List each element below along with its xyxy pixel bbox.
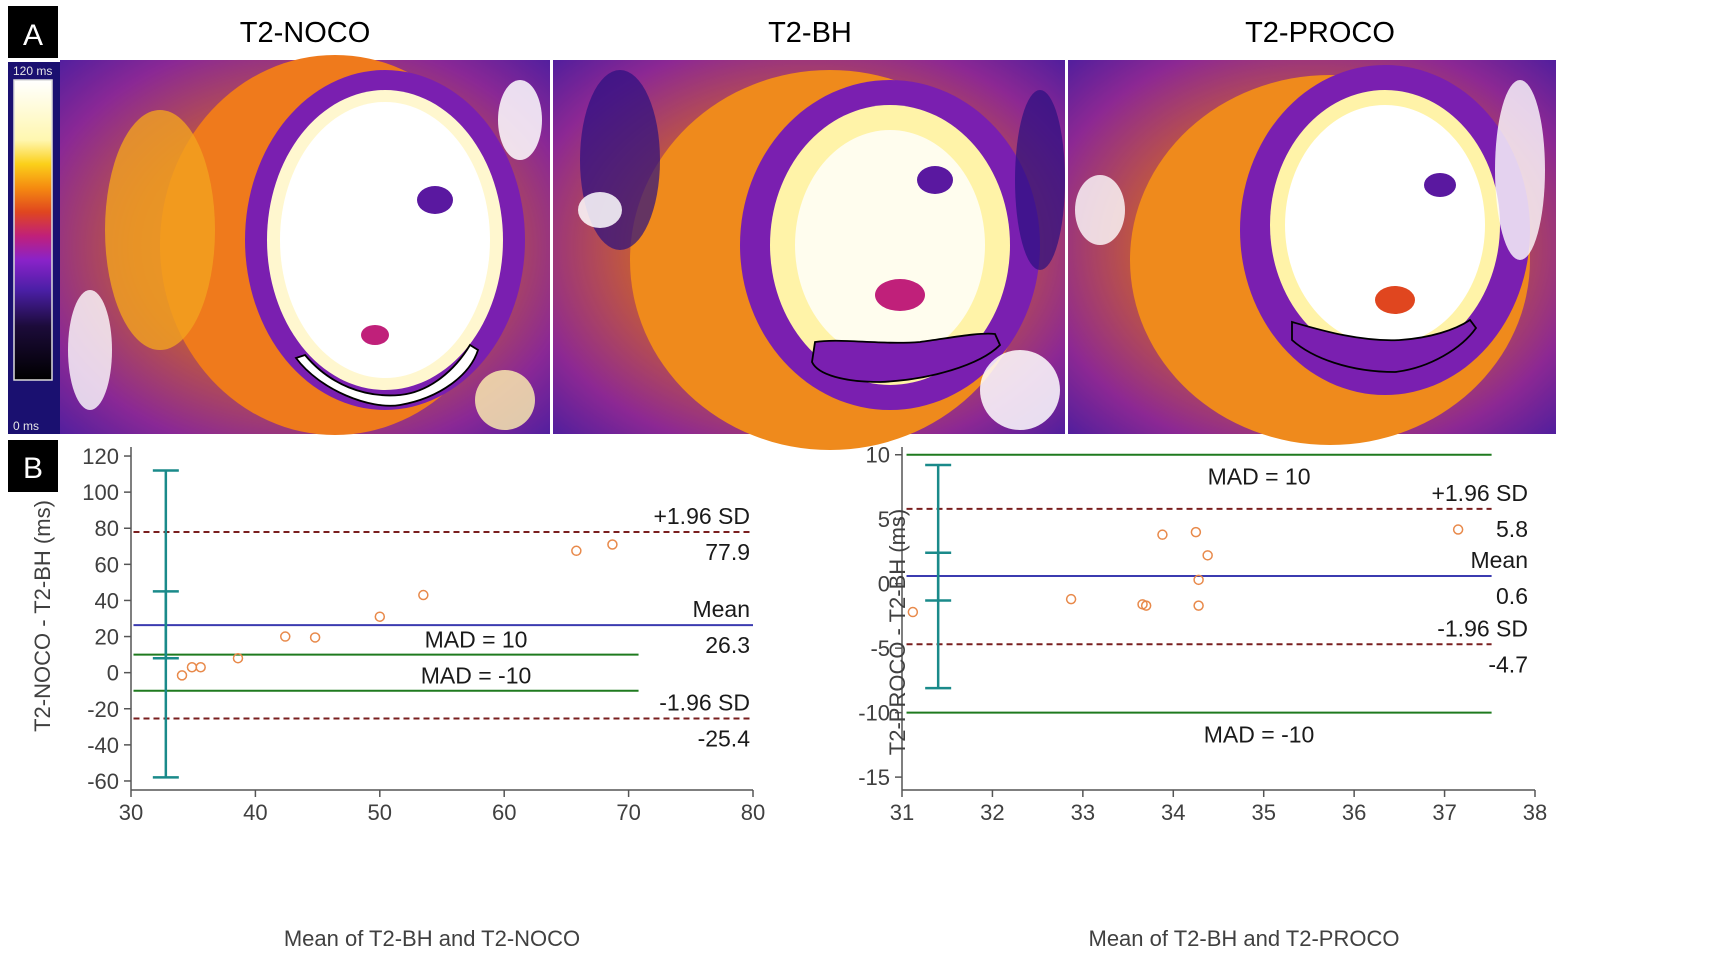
sd-label: -1.96 SD — [659, 690, 750, 716]
x-tick-label: 32 — [980, 800, 1004, 825]
map-title-proco: T2-PROCO — [1245, 17, 1395, 49]
chart2-axes: -15 -10 -5 0 5 10 31 32 33 34 35 36 37 38 — [858, 443, 1547, 825]
y-tick-label: 120 — [82, 444, 119, 469]
panel-label-a-box — [8, 6, 58, 58]
y-tick-label: -60 — [87, 769, 119, 794]
chart2-reference-lines — [906, 453, 1492, 714]
y-tick-label: -10 — [858, 701, 890, 726]
chart2-points — [907, 524, 1464, 618]
y-tick-label: -15 — [858, 765, 890, 790]
chart2-error-bars — [925, 463, 952, 690]
x-tick-label: 30 — [119, 800, 143, 825]
chart1-error-bars — [152, 469, 179, 779]
y-tick-label: 60 — [95, 552, 119, 577]
x-tick-label: 70 — [616, 800, 640, 825]
chart1-x-label: Mean of T2-BH and T2-NOCO — [284, 926, 580, 951]
map-title-noco: T2-NOCO — [240, 17, 371, 49]
sd-value-label: 77.9 — [705, 539, 750, 565]
data-point — [186, 661, 198, 673]
data-point — [176, 670, 188, 681]
mad-label: MAD = -10 — [1204, 722, 1315, 748]
chart1-y-label: T2-NOCO - T2-BH (ms) — [30, 500, 55, 732]
data-point — [280, 631, 291, 642]
chart1-axes: -60 -40 -20 0 20 40 60 80 100 120 30 40 50 60 70 80 — [82, 444, 765, 825]
data-point — [1140, 600, 1152, 611]
y-tick-label: 100 — [82, 480, 119, 505]
data-point — [571, 545, 582, 557]
data-point — [195, 661, 206, 673]
mean-label: Mean — [692, 596, 750, 622]
panel-label-a: A — [23, 19, 43, 52]
t2-map-proco — [1068, 60, 1556, 445]
y-tick-label: 80 — [95, 516, 119, 541]
chart1-points — [176, 539, 618, 681]
mad-label: MAD = 10 — [1208, 464, 1311, 490]
data-point — [309, 632, 321, 643]
data-point — [1452, 524, 1464, 535]
mad-label: MAD = 10 — [425, 627, 528, 653]
data-point — [374, 611, 386, 622]
data-point — [607, 539, 618, 550]
sd-label: -1.96 SD — [1437, 615, 1528, 641]
data-point — [907, 606, 919, 618]
x-tick-label: 40 — [243, 800, 267, 825]
panel-a: A 120 ms 0 ms T2-NOCO T2-BH T2-PROCO — [8, 6, 1556, 450]
data-point — [232, 652, 244, 664]
data-point — [418, 589, 429, 601]
x-tick-label: 31 — [890, 800, 914, 825]
map-title-bh: T2-BH — [768, 17, 852, 49]
chart2-y-label: T2-PROCO - T2-BH (ms) — [885, 509, 910, 755]
y-tick-label: 5 — [878, 507, 890, 532]
y-tick-label: 0 — [107, 661, 119, 686]
y-tick-label: -20 — [87, 697, 119, 722]
x-tick-label: 80 — [741, 800, 765, 825]
sd-value-label: 5.8 — [1496, 516, 1528, 542]
chart2-line-labels: MAD = 10 +1.96 SD 5.8 Mean 0.6 -1.96 SD -4.7 MA… — [1204, 464, 1528, 748]
bland-altman-noco: -60 -40 -20 0 20 40 60 80 100 120 30 40 50 60 70 80 +1.… — [30, 444, 765, 951]
colorbar-min-label: 0 ms — [13, 419, 39, 433]
t2-map-bh — [553, 60, 1065, 450]
t2-map-noco — [60, 55, 550, 435]
mean-value-label: 26.3 — [705, 632, 750, 658]
chart2-x-label: Mean of T2-BH and T2-PROCO — [1089, 926, 1400, 951]
x-tick-label: 50 — [368, 800, 392, 825]
mad-label: MAD = -10 — [421, 663, 532, 689]
y-tick-label: -40 — [87, 733, 119, 758]
data-point — [1065, 593, 1077, 605]
x-tick-label: 38 — [1523, 800, 1547, 825]
data-point — [1193, 574, 1204, 586]
panel-label-b-box — [8, 440, 58, 492]
y-tick-label: 0 — [878, 572, 890, 597]
x-tick-label: 33 — [1071, 800, 1095, 825]
y-tick-label: 10 — [866, 443, 890, 468]
y-tick-label: 40 — [95, 588, 119, 613]
mean-label: Mean — [1470, 547, 1528, 573]
x-tick-label: 34 — [1161, 800, 1185, 825]
x-tick-label: 36 — [1342, 800, 1366, 825]
data-point — [1193, 600, 1204, 611]
data-point — [1202, 550, 1213, 561]
x-tick-label: 37 — [1432, 800, 1456, 825]
colorbar — [13, 79, 53, 381]
chart1-reference-lines — [133, 531, 753, 720]
sd-label: +1.96 SD — [653, 503, 750, 529]
sd-value-label: -25.4 — [698, 726, 751, 752]
sd-label: +1.96 SD — [1431, 480, 1528, 506]
panel-label-b: B — [23, 452, 43, 485]
data-point — [1190, 526, 1202, 538]
bland-altman-proco: -15 -10 -5 0 5 10 31 32 33 34 35 36 37 38 MAD = 10 +1.… — [858, 443, 1547, 951]
colorbar-max-label: 120 ms — [13, 64, 52, 78]
mean-value-label: 0.6 — [1496, 583, 1528, 609]
sd-value-label: -4.7 — [1488, 651, 1528, 677]
x-tick-label: 60 — [492, 800, 516, 825]
y-tick-label: -5 — [870, 636, 890, 661]
data-point — [1157, 529, 1168, 540]
x-tick-label: 35 — [1251, 800, 1275, 825]
y-tick-label: 20 — [95, 625, 119, 650]
chart1-line-labels: +1.96 SD 77.9 Mean 26.3 MAD = 10 MAD = -10 -1.… — [421, 503, 750, 751]
